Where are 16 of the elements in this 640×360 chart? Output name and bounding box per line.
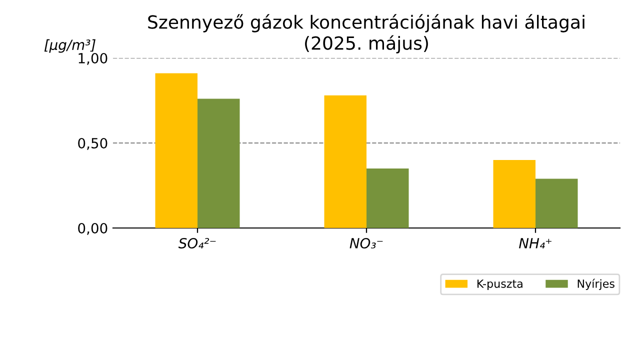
bar [366,168,409,228]
x-tick-label: SO₄²⁻ [178,238,216,248]
y-axis-title: [μg/m³] [44,39,96,53]
chart-title: Szennyező gázok koncentrációjának havi áltagai (2025. május) [148,14,584,54]
bar [155,73,198,228]
legend-label: Nyírjes [578,278,614,290]
y-tick-label: 0,00 [78,222,108,235]
y-tick-label: 0,50 [78,138,108,150]
x-tick-label: NH₄⁺ [519,238,552,248]
bar [324,95,366,228]
x-tick-label: NO₃⁻ [350,238,383,248]
bar [493,160,536,228]
bar [536,178,578,228]
legend-label: K-puszta [477,280,522,290]
y-tick-label: 1,00 [78,52,108,65]
bar [198,98,240,228]
